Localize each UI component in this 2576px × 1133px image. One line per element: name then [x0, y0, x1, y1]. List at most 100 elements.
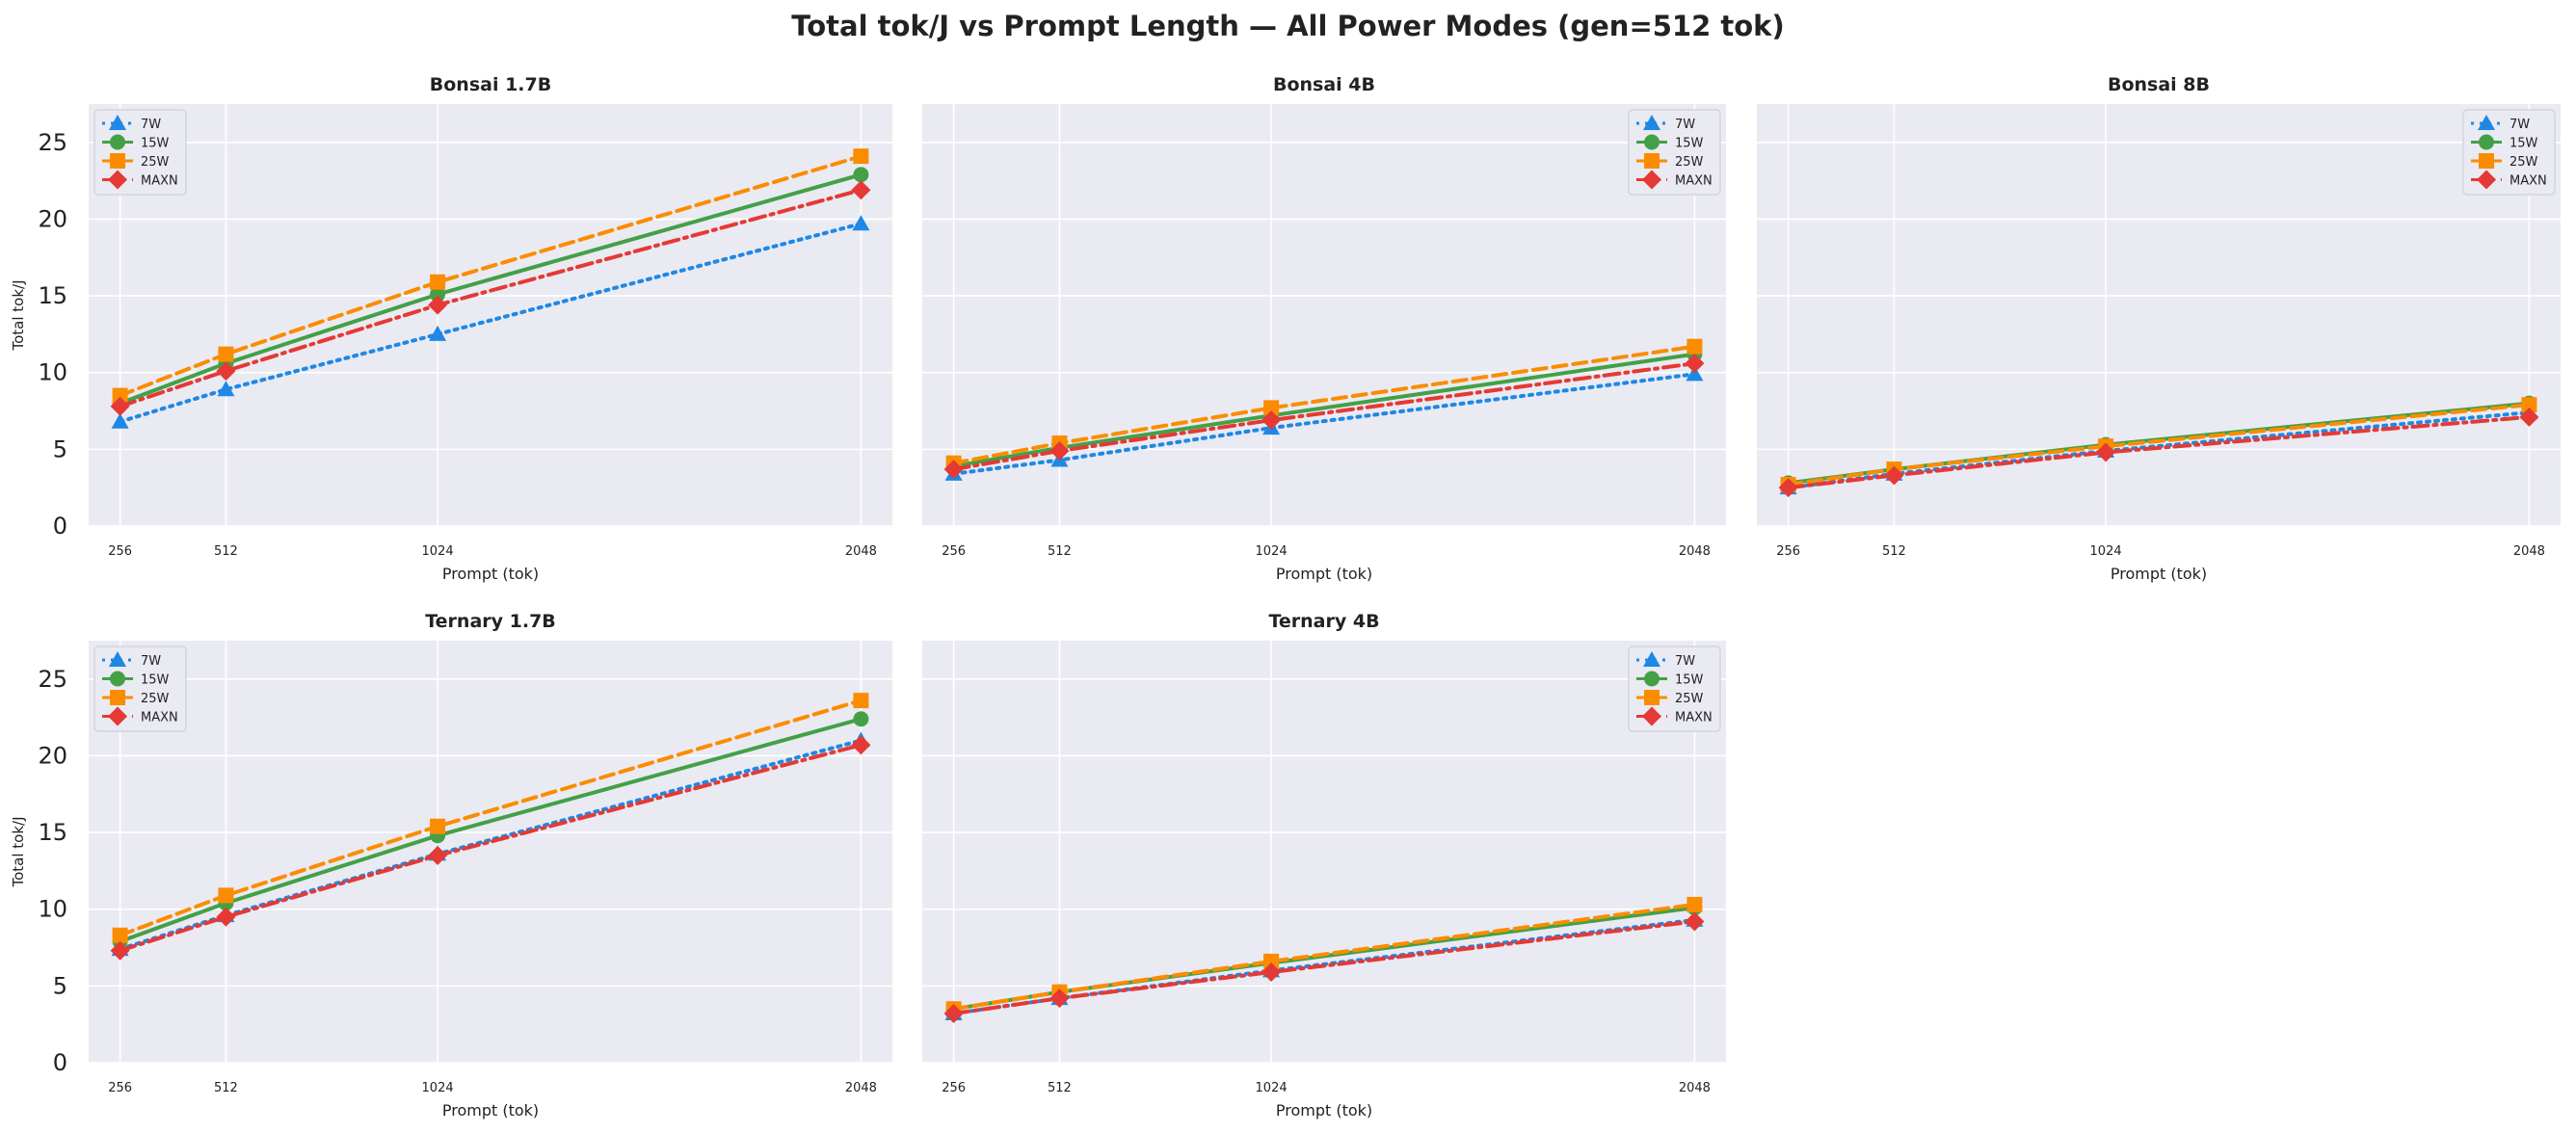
data-point-maxn [943, 1004, 964, 1024]
y-tick-label: 25 [38, 129, 67, 156]
legend: 7W 15W 25W MAXN [2462, 109, 2556, 196]
chart-panel-bonsai-4b: 256 512 1024 2048 Bonsai 4B Prompt (tok) 7W 15W… [922, 74, 1726, 583]
legend-marker [1644, 671, 1660, 687]
series-line-25w [118, 698, 863, 937]
data-point-maxn [1685, 911, 1705, 932]
data-point-maxn [428, 845, 448, 865]
x-tick-label: 256 [942, 1081, 966, 1095]
data-point-7w [852, 215, 870, 231]
y-tick-label: 5 [53, 435, 67, 462]
data-point-maxn [1884, 465, 1904, 486]
data-point-7w [217, 381, 235, 397]
legend-label: 15W [1675, 673, 1704, 688]
series-line-7w [118, 222, 863, 424]
data-point-25w [2521, 397, 2537, 413]
data-point-15w [853, 711, 869, 727]
x-tick-label: 1024 [1256, 544, 1288, 559]
plot-area [89, 104, 892, 526]
legend-label: 15W [2510, 137, 2538, 151]
series-line-maxn [1786, 414, 2532, 490]
legend-marker [1643, 115, 1660, 130]
x-tick-label: 1024 [422, 1081, 454, 1095]
data-point-maxn [1778, 478, 1798, 498]
data-point-25w [1263, 400, 1280, 416]
data-point-25w [112, 387, 128, 404]
legend-label: 7W [2510, 118, 2530, 132]
x-tick-label: 2048 [2513, 544, 2545, 559]
data-point-25w [853, 693, 869, 709]
legend: 7W 15W 25W MAXN [1628, 109, 1721, 196]
x-tick-label: 512 [214, 1081, 238, 1095]
series-line-maxn [951, 361, 1697, 472]
legend-marker [1642, 170, 1661, 190]
data-point-maxn [2096, 442, 2116, 462]
legend-label: 15W [141, 673, 170, 688]
series-line-15w [118, 717, 863, 944]
y-tick-label: 15 [38, 819, 67, 846]
series-maxn [1778, 407, 2539, 498]
data-point-maxn [943, 460, 964, 480]
data-point-maxn [1685, 354, 1705, 374]
x-tick-label: 512 [214, 544, 238, 559]
legend-marker [108, 706, 127, 726]
chart-panel-ternary-4b: 256 512 1024 2048 Ternary 4B Prompt (tok) 7W 15… [922, 611, 1726, 1120]
x-axis-label: Prompt (tok) [442, 1101, 539, 1120]
series-line-maxn [951, 919, 1697, 1015]
legend-label: 15W [141, 137, 170, 151]
data-point-25w [218, 346, 234, 362]
series-line-15w [951, 352, 1697, 468]
x-axis-label: Prompt (tok) [1276, 1101, 1372, 1120]
legend-label: 7W [141, 654, 161, 669]
legend-label: MAXN [1675, 711, 1713, 725]
legend-marker [2479, 134, 2494, 150]
series-line-25w [951, 902, 1697, 1012]
y-tick-label: 15 [38, 282, 67, 309]
legend-marker [1644, 690, 1660, 705]
series-maxn [110, 180, 871, 416]
data-point-maxn [851, 180, 871, 200]
legend-marker [2479, 153, 2494, 169]
legend-marker [2477, 170, 2496, 190]
legend-label: MAXN [141, 711, 178, 725]
data-point-maxn [851, 735, 871, 755]
data-point-7w [111, 412, 129, 429]
panel-title: Ternary 4B [1268, 611, 1379, 632]
series-line-15w [118, 172, 863, 406]
legend-label: 25W [2510, 155, 2538, 170]
legend-marker [109, 115, 126, 130]
y-tick-label: 0 [53, 1049, 67, 1076]
legend-label: 15W [1675, 137, 1704, 151]
x-axis-label: Prompt (tok) [2111, 565, 2207, 583]
x-tick-label: 256 [108, 1081, 132, 1095]
series-line-25w [1786, 403, 2532, 487]
legend-label: 25W [1675, 155, 1704, 170]
series-line-25w [118, 154, 863, 398]
data-point-25w [218, 887, 234, 904]
series-25w [112, 148, 869, 404]
legend-label: MAXN [2510, 174, 2547, 189]
legend: 7W 15W 25W MAXN [93, 646, 187, 732]
data-point-15w [853, 167, 869, 183]
data-point-maxn [110, 940, 130, 961]
data-point-25w [853, 148, 869, 165]
panel-title: Ternary 1.7B [425, 611, 556, 632]
legend-marker [110, 153, 125, 169]
x-tick-label: 1024 [422, 544, 454, 559]
data-point-15w [430, 286, 446, 303]
series-line-7w [951, 372, 1697, 476]
x-tick-label: 256 [1776, 544, 1800, 559]
legend: 7W 15W 25W MAXN [1628, 646, 1721, 732]
data-point-25w [1686, 338, 1703, 355]
y-tick-label: 20 [38, 205, 67, 232]
data-point-25w [1263, 953, 1280, 969]
x-axis-label: Prompt (tok) [1276, 565, 1372, 583]
chart-panel-ternary-1-7b: 256 512 1024 2048 0 5 10 15 20 25 Ternary 1.7B Prom… [10, 611, 892, 1120]
plot-area [1757, 104, 2561, 526]
legend: 7W 15W 25W MAXN [93, 109, 187, 196]
y-tick-label: 25 [38, 666, 67, 693]
legend-marker [110, 690, 125, 705]
legend-label: 7W [1675, 118, 1695, 132]
legend-label: MAXN [1675, 174, 1713, 189]
legend-marker [2478, 115, 2495, 130]
